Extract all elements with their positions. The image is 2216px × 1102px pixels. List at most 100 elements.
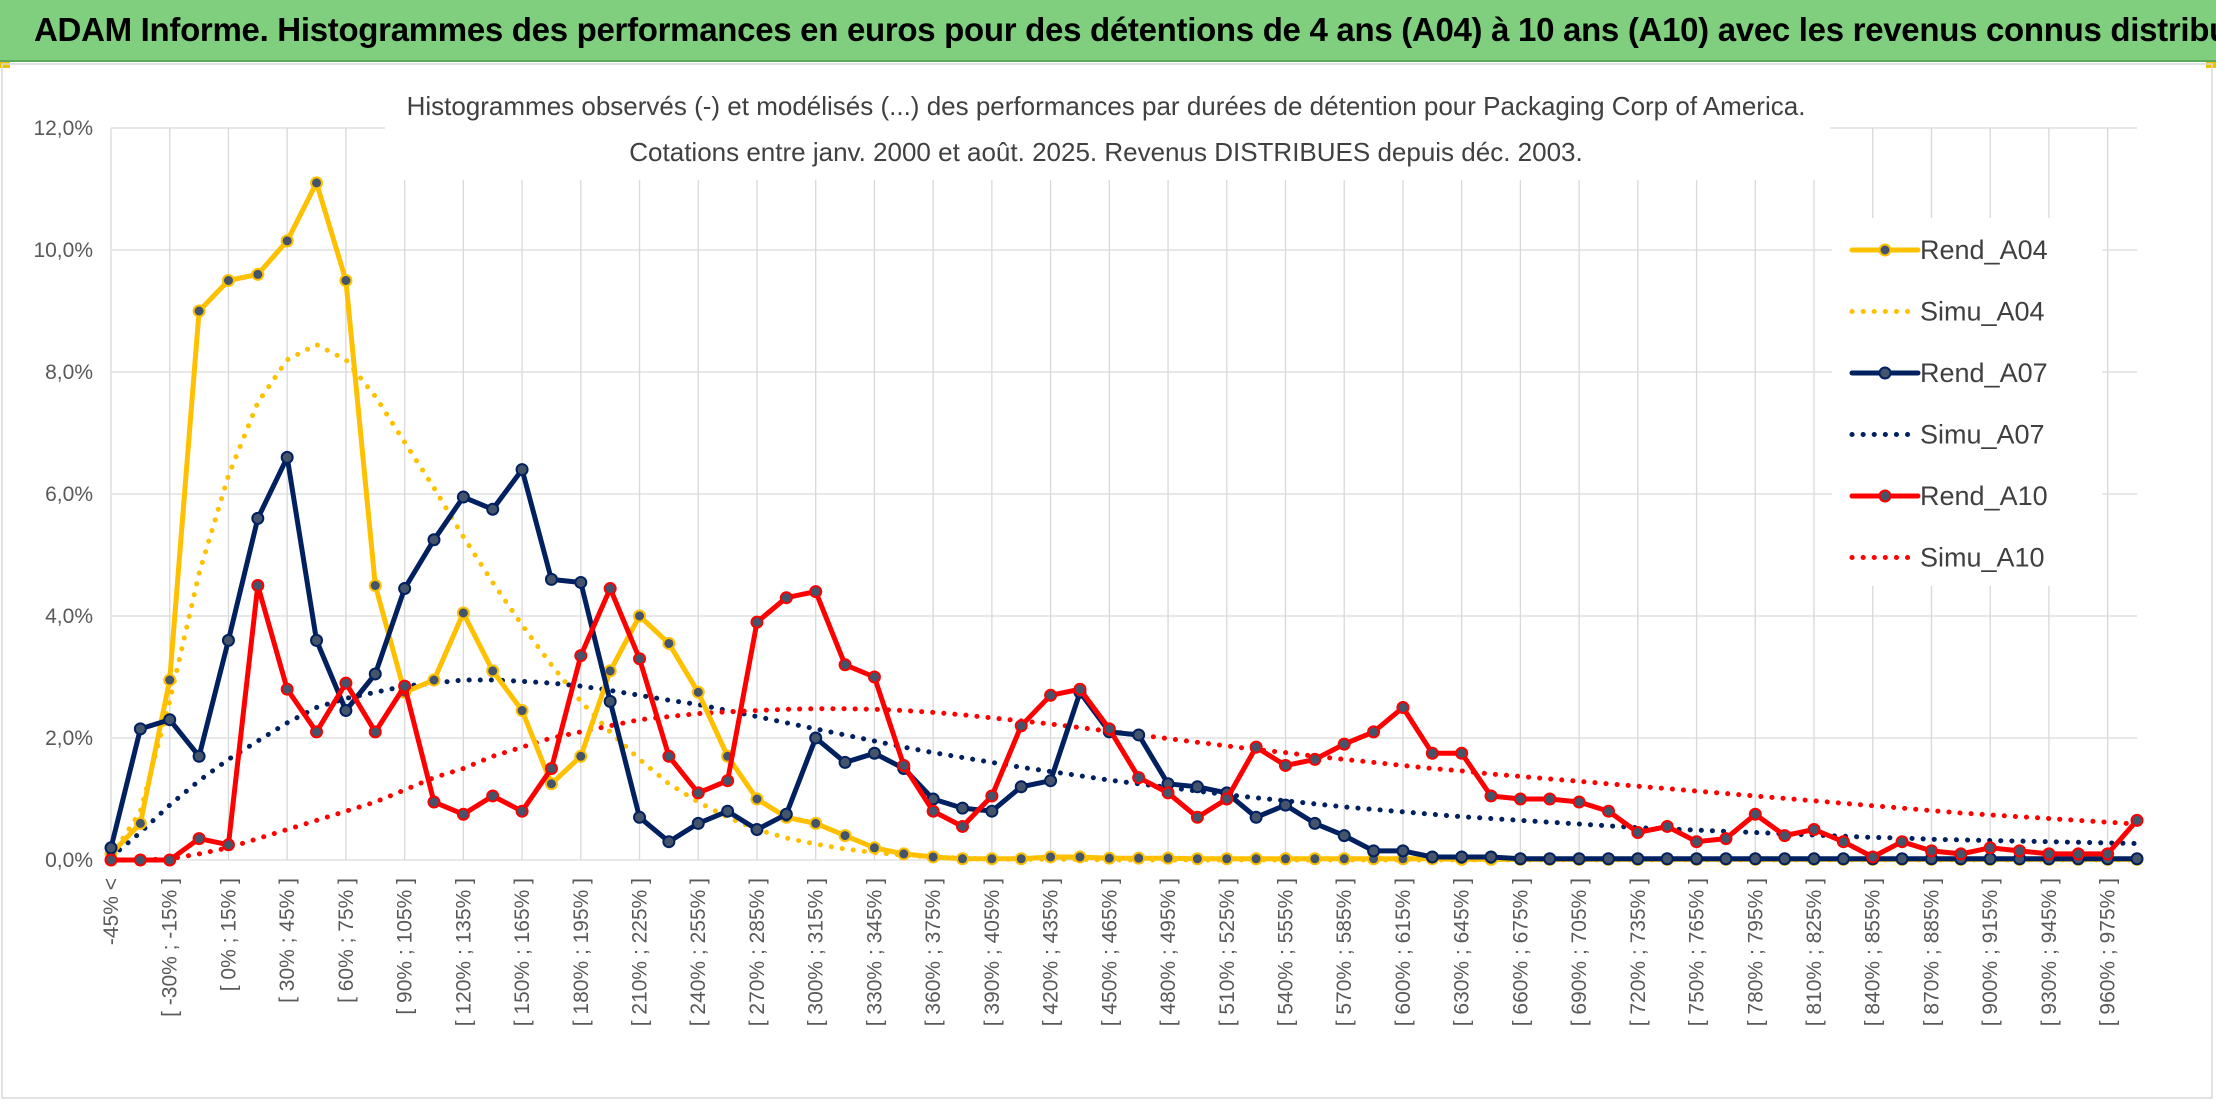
- x-tick-label: [ 570% ; 585% ]: [1333, 878, 1356, 1026]
- chart-legend: Rend_A04 Simu_A04 Rend_A07 Simu_A07 Rend_A10…: [1849, 235, 2048, 573]
- x-tick-label: [ 120% ; 135% ]: [452, 878, 475, 1026]
- data-point: [251, 511, 265, 525]
- data-point: [427, 533, 441, 547]
- x-tick-label: [ 30% ; 45% ]: [276, 878, 299, 1003]
- data-point: [280, 234, 294, 248]
- data-point: [1278, 798, 1292, 812]
- data-point: [1836, 852, 1850, 866]
- data-point: [750, 615, 764, 629]
- data-point: [1132, 771, 1146, 785]
- legend-backdrop: [1832, 218, 2102, 586]
- x-tick-label: [ 900% ; 915% ]: [1979, 878, 2002, 1026]
- data-point: [867, 841, 881, 855]
- data-point: [1895, 835, 1909, 849]
- legend-label: Simu_A04: [1920, 297, 2045, 327]
- data-point: [1807, 852, 1821, 866]
- data-point: [956, 819, 970, 833]
- data-point: [2013, 844, 2027, 858]
- data-point: [398, 582, 412, 596]
- data-point: [1014, 719, 1028, 733]
- legend-item: Rend_A07: [1849, 358, 2048, 388]
- data-point: [368, 667, 382, 681]
- data-point: [1719, 852, 1733, 866]
- data-point: [1748, 807, 1762, 821]
- data-point: [1073, 850, 1087, 864]
- y-tick-label: 4,0%: [45, 605, 93, 628]
- data-point: [1249, 810, 1263, 824]
- data-point: [1425, 850, 1439, 864]
- data-point: [1073, 682, 1087, 696]
- data-point: [1190, 852, 1204, 866]
- data-point: [251, 579, 265, 592]
- report-title: ADAM Informe. Histogrammes des performan…: [34, 11, 2216, 48]
- data-point: [1132, 851, 1146, 865]
- x-tick-label: [ 780% ; 795% ]: [1744, 878, 1767, 1026]
- data-point: [1425, 746, 1439, 760]
- data-point: [956, 801, 970, 815]
- data-point: [544, 572, 558, 586]
- data-point: [1631, 852, 1645, 866]
- data-point: [691, 786, 705, 800]
- y-tick-label: 6,0%: [45, 483, 93, 506]
- series-rend-a10: [104, 579, 2144, 867]
- data-point: [104, 841, 118, 855]
- data-point: [1660, 819, 1674, 833]
- data-point: [133, 722, 147, 736]
- data-point: [985, 789, 999, 803]
- x-tick-label: [ 840% ; 855% ]: [1862, 878, 1885, 1026]
- x-tick-label: [ 210% ; 225% ]: [629, 878, 652, 1026]
- data-point: [1719, 832, 1733, 846]
- y-tick-label: 2,0%: [45, 727, 93, 750]
- data-point: [838, 829, 852, 843]
- data-point: [662, 749, 676, 763]
- x-tick-label: [ 540% ; 555% ]: [1274, 878, 1297, 1026]
- legend-label: Rend_A04: [1920, 235, 2048, 265]
- x-tick-label: [ 690% ; 705% ]: [1568, 878, 1591, 1026]
- data-point: [662, 636, 676, 650]
- data-point: [221, 633, 235, 647]
- legend-label: Rend_A10: [1920, 481, 2048, 511]
- data-point: [1308, 752, 1322, 766]
- x-tick-label: [ 390% ; 405% ]: [981, 878, 1004, 1026]
- data-point: [221, 838, 235, 852]
- data-point: [721, 774, 735, 788]
- y-tick-label: 8,0%: [45, 361, 93, 384]
- data-point: [1778, 829, 1792, 843]
- data-point: [1308, 852, 1322, 866]
- data-point: [1690, 835, 1704, 849]
- data-point: [691, 685, 705, 699]
- x-axis-tick-labels: -45% < [ -30% ; -15% ] [ 0% ; 15% ] [ 30% ;…: [100, 878, 2120, 1026]
- data-point: [779, 807, 793, 821]
- data-point: [1396, 844, 1410, 858]
- x-tick-label: [ 510% ; 525% ]: [1216, 878, 1239, 1026]
- data-point: [1924, 844, 1938, 858]
- data-point: [192, 832, 206, 846]
- data-point: [1572, 795, 1586, 809]
- data-point: [1543, 792, 1557, 806]
- data-point: [486, 789, 500, 803]
- data-point: [633, 652, 647, 666]
- x-tick-label: [ 240% ; 255% ]: [687, 878, 710, 1026]
- data-point: [1278, 758, 1292, 772]
- x-tick-label: [ 930% ; 945% ]: [2038, 878, 2061, 1026]
- data-point: [1601, 804, 1615, 818]
- data-point: [456, 807, 470, 821]
- data-point: [251, 267, 265, 281]
- data-point: [1543, 852, 1557, 866]
- data-point: [1161, 786, 1175, 800]
- data-point: [104, 853, 118, 867]
- data-point: [1455, 746, 1469, 760]
- data-point: [1278, 852, 1292, 866]
- data-point: [750, 823, 764, 836]
- data-point: [750, 792, 764, 806]
- data-point: [1044, 688, 1058, 702]
- data-point: [2042, 847, 2056, 861]
- data-point: [133, 816, 147, 830]
- x-tick-label: [ 360% ; 375% ]: [922, 878, 945, 1026]
- legend-marker: [1878, 243, 1892, 257]
- x-tick-label: [ 180% ; 195% ]: [570, 878, 593, 1026]
- data-point: [163, 853, 177, 867]
- data-point: [603, 664, 617, 678]
- data-point: [1190, 810, 1204, 824]
- data-point: [1455, 850, 1469, 864]
